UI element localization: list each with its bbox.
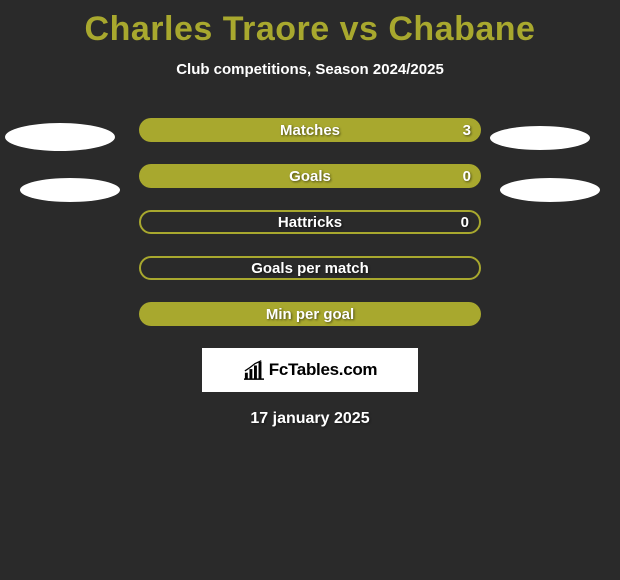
chart-icon: [243, 360, 265, 380]
stat-label: Goals per match: [251, 260, 369, 277]
decorative-ellipse: [500, 178, 600, 202]
stat-bar: Matches 3: [139, 118, 481, 142]
stat-row: Goals per match: [0, 256, 620, 280]
stat-bar: Goals 0: [139, 164, 481, 188]
stat-value: 0: [461, 214, 469, 231]
stat-value: 3: [463, 122, 471, 139]
page-title: Charles Traore vs Chabane: [0, 0, 620, 49]
stat-row: Hattricks 0: [0, 210, 620, 234]
logo-box: FcTables.com: [202, 348, 418, 392]
decorative-ellipse: [490, 126, 590, 150]
stat-bar: Goals per match: [139, 256, 481, 280]
stat-value: 0: [463, 168, 471, 185]
logo-text: FcTables.com: [269, 360, 378, 380]
stat-row: Min per goal: [0, 302, 620, 326]
stat-label: Matches: [280, 122, 340, 139]
date-label: 17 january 2025: [0, 410, 620, 428]
stat-bar: Min per goal: [139, 302, 481, 326]
decorative-ellipse: [5, 123, 115, 151]
stat-bar: Hattricks 0: [139, 210, 481, 234]
decorative-ellipse: [20, 178, 120, 202]
page-subtitle: Club competitions, Season 2024/2025: [0, 61, 620, 78]
stat-label: Hattricks: [278, 214, 342, 231]
stat-label: Goals: [289, 168, 331, 185]
stat-label: Min per goal: [266, 306, 354, 323]
